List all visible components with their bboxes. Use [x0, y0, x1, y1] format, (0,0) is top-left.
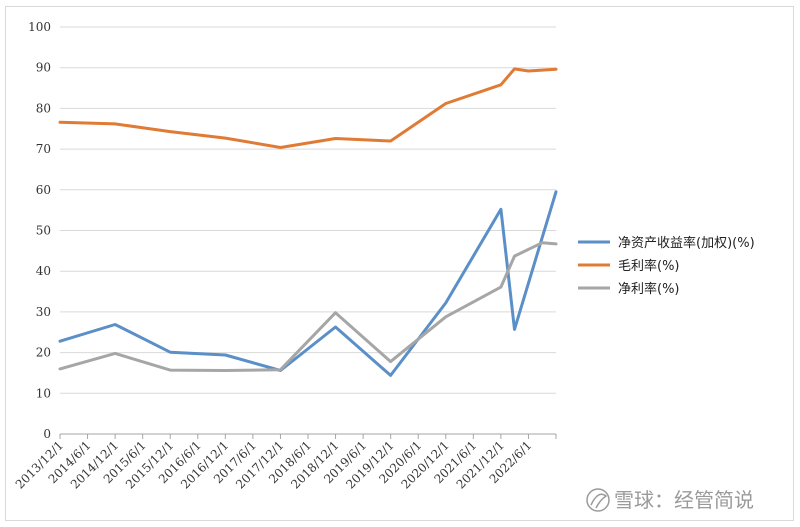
gridlines: [60, 26, 556, 394]
y-tick-label: 20: [36, 346, 51, 360]
y-tick-label: 100: [28, 20, 51, 34]
series-line: [58, 190, 558, 377]
series-line: [58, 67, 558, 149]
legend-label: 毛利率(%): [618, 258, 680, 274]
chart-border: [5, 6, 794, 521]
x-axis: 2013/12/12014/6/12014/12/12015/6/12015/1…: [13, 433, 557, 492]
y-tick-label: 90: [36, 61, 51, 75]
y-axis-tick-labels: 0 10 20 30 40 50 60 70 80 90 100: [28, 20, 51, 441]
snowball-logo-icon: [586, 488, 610, 512]
watermark: 雪球：经管简说: [586, 488, 754, 512]
series-lines: [58, 67, 558, 377]
y-tick-label: 30: [36, 305, 51, 319]
snowball-logo-swirl-icon: [590, 493, 608, 509]
y-tick-label: 40: [36, 264, 51, 278]
y-tick-label: 60: [36, 183, 51, 197]
legend: 净资产收益率(加权)(%) 毛利率(%) 净利率(%): [578, 235, 755, 297]
legend-label: 净利率(%): [618, 281, 680, 297]
y-tick-label: 50: [36, 224, 51, 238]
y-tick-label: 10: [36, 386, 51, 400]
legend-label: 净资产收益率(加权)(%): [618, 235, 755, 251]
series-line: [58, 241, 558, 372]
y-tick-label: 70: [36, 142, 51, 156]
watermark-text: 雪球：经管简说: [614, 488, 754, 512]
y-tick-label: 80: [36, 101, 51, 115]
y-tick-label: 0: [43, 427, 51, 441]
